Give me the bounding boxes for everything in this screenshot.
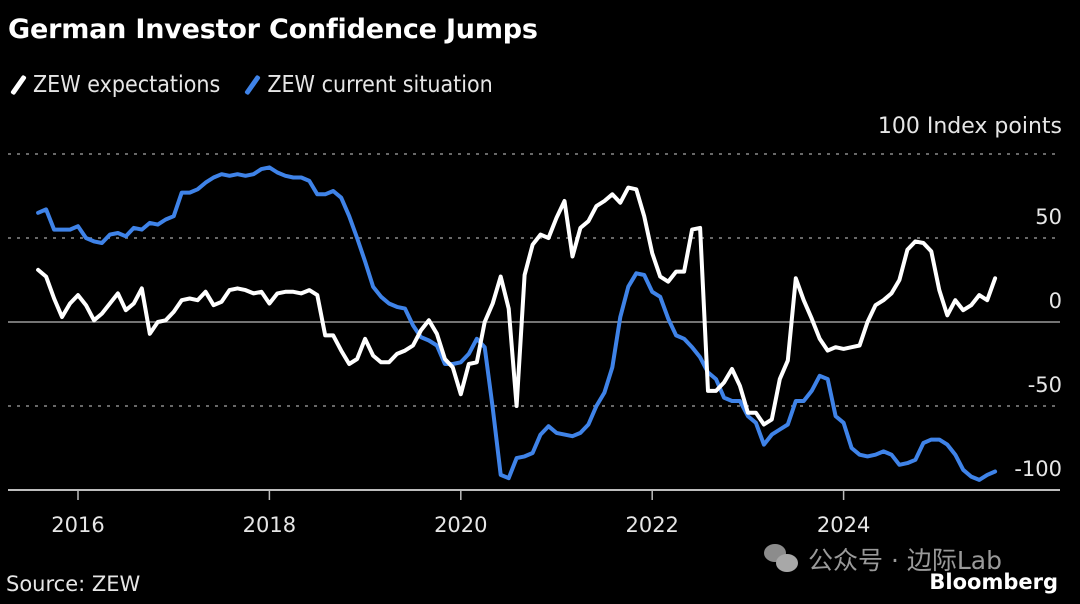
legend-label-expectations: ZEW expectations <box>33 72 221 98</box>
legend: ZEW expectations ZEW current situation <box>8 72 515 98</box>
y-tick-label--100: -100 <box>1014 457 1062 481</box>
legend-label-current-situation: ZEW current situation <box>267 72 493 98</box>
series-line-zew-current-situation <box>36 165 998 482</box>
legend-item-expectations: ZEW expectations <box>8 72 220 98</box>
watermark: 公众号 · 边际Lab <box>764 541 1002 577</box>
bloomberg-logo: Bloomberg <box>929 570 1058 594</box>
x-tick-label-2018: 2018 <box>243 513 296 537</box>
y-axis-unit-label: 100 Index points <box>877 114 1062 139</box>
x-tick-label-2022: 2022 <box>625 513 678 537</box>
source-note: Source: ZEW <box>6 572 141 596</box>
y-tick-label--50: -50 <box>1028 373 1062 397</box>
x-tick-label-2020: 2020 <box>434 513 487 537</box>
x-tick-label-2024: 2024 <box>817 513 870 537</box>
x-tick-label-2016: 2016 <box>51 513 104 537</box>
series-line-zew-expectations <box>36 185 998 427</box>
y-tick-label-50: 50 <box>1035 205 1062 229</box>
chart-title: German Investor Confidence Jumps <box>8 14 538 45</box>
legend-item-current-situation: ZEW current situation <box>242 72 493 98</box>
wechat-icon <box>764 544 800 574</box>
watermark-text: 公众号 · 边际Lab <box>808 546 1002 575</box>
y-tick-label-0: 0 <box>1049 289 1062 313</box>
